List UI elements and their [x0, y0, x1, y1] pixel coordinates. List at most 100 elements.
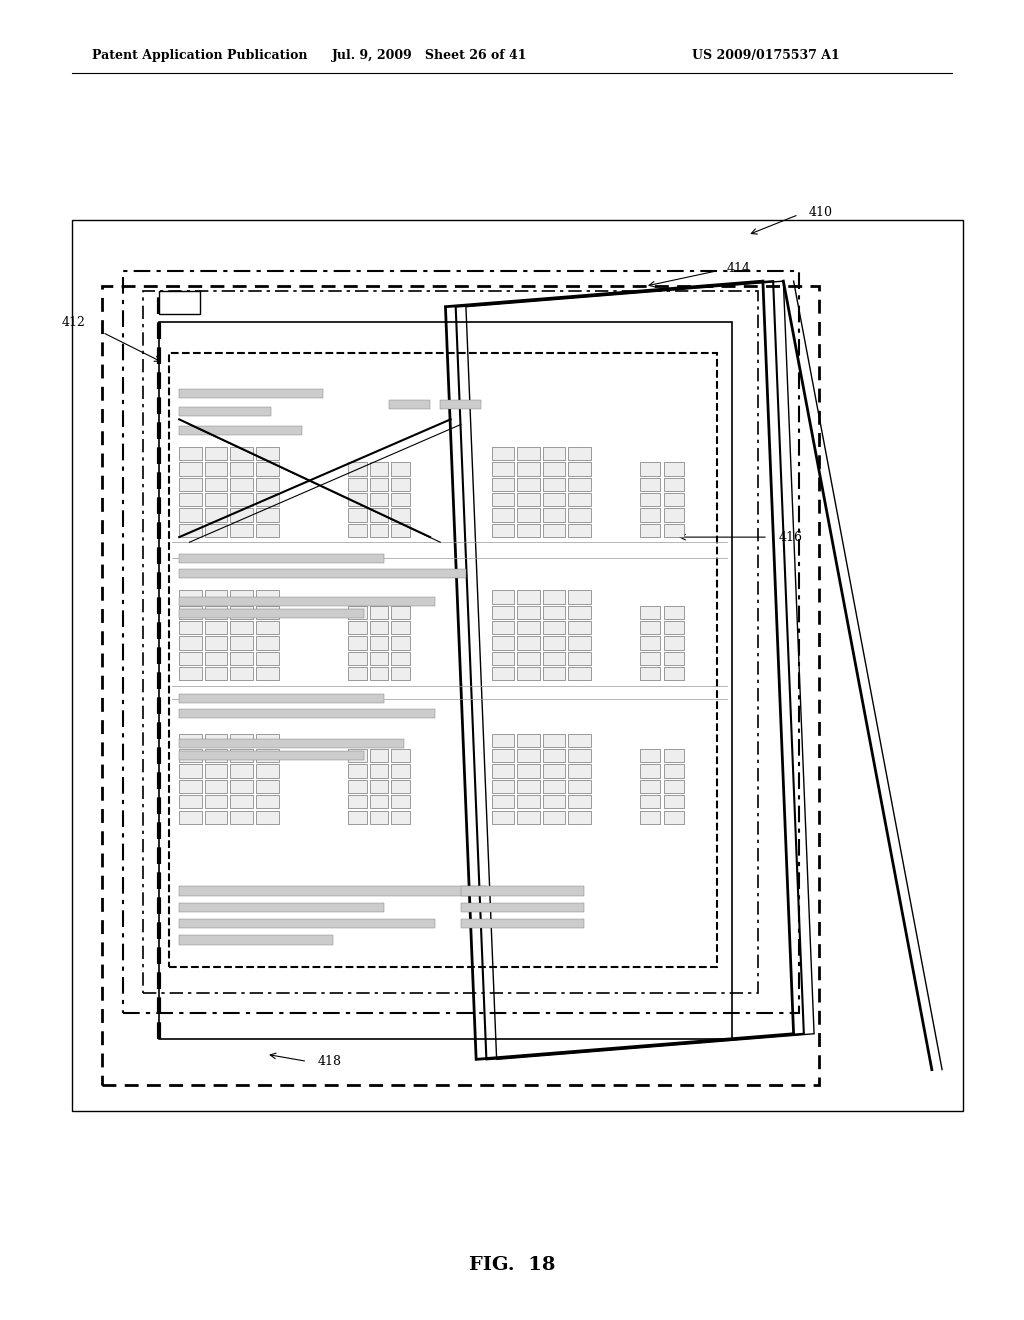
- Bar: [370, 780, 388, 793]
- Bar: [348, 494, 367, 507]
- Bar: [179, 903, 384, 912]
- Bar: [370, 494, 388, 507]
- Bar: [517, 508, 540, 521]
- Bar: [568, 764, 591, 777]
- Bar: [370, 636, 388, 649]
- Bar: [640, 524, 660, 537]
- Bar: [640, 508, 660, 521]
- Bar: [230, 462, 253, 475]
- Bar: [568, 590, 591, 603]
- Bar: [230, 636, 253, 649]
- Bar: [179, 636, 202, 649]
- Bar: [543, 524, 565, 537]
- Bar: [179, 780, 202, 793]
- Bar: [230, 734, 253, 747]
- Text: FIG.  18: FIG. 18: [469, 1255, 555, 1274]
- Bar: [492, 652, 514, 665]
- Bar: [568, 462, 591, 475]
- Bar: [461, 919, 584, 928]
- Bar: [256, 462, 279, 475]
- Bar: [492, 508, 514, 521]
- Bar: [348, 508, 367, 521]
- Bar: [391, 524, 410, 537]
- Text: 410: 410: [809, 206, 833, 219]
- Bar: [230, 748, 253, 763]
- Bar: [179, 751, 364, 760]
- Bar: [205, 622, 227, 635]
- Bar: [461, 886, 584, 895]
- Bar: [664, 636, 684, 649]
- Bar: [461, 903, 584, 912]
- Bar: [640, 748, 660, 763]
- Bar: [348, 478, 367, 491]
- Bar: [664, 606, 684, 619]
- Bar: [517, 795, 540, 808]
- Bar: [543, 748, 565, 763]
- Bar: [517, 748, 540, 763]
- Bar: [664, 780, 684, 793]
- Bar: [517, 734, 540, 747]
- Bar: [205, 795, 227, 808]
- Bar: [179, 709, 435, 718]
- Bar: [179, 425, 302, 434]
- Bar: [256, 524, 279, 537]
- Bar: [179, 478, 202, 491]
- Bar: [517, 606, 540, 619]
- Bar: [543, 478, 565, 491]
- Bar: [640, 636, 660, 649]
- Bar: [391, 764, 410, 777]
- Bar: [664, 764, 684, 777]
- Bar: [179, 407, 271, 416]
- Bar: [640, 667, 660, 681]
- Bar: [348, 810, 367, 824]
- Bar: [391, 462, 410, 475]
- Bar: [517, 810, 540, 824]
- Bar: [543, 795, 565, 808]
- Bar: [205, 652, 227, 665]
- Bar: [640, 494, 660, 507]
- Bar: [664, 652, 684, 665]
- Bar: [179, 795, 202, 808]
- Bar: [179, 919, 435, 928]
- Bar: [543, 764, 565, 777]
- Bar: [568, 494, 591, 507]
- Bar: [391, 478, 410, 491]
- Bar: [179, 524, 202, 537]
- Bar: [205, 810, 227, 824]
- Bar: [543, 462, 565, 475]
- Bar: [391, 622, 410, 635]
- Bar: [640, 810, 660, 824]
- Bar: [205, 734, 227, 747]
- Bar: [664, 508, 684, 521]
- Bar: [72, 219, 963, 1110]
- Bar: [370, 748, 388, 763]
- Bar: [348, 795, 367, 808]
- Bar: [348, 622, 367, 635]
- Bar: [391, 494, 410, 507]
- Bar: [568, 652, 591, 665]
- Bar: [230, 508, 253, 521]
- Bar: [664, 622, 684, 635]
- Bar: [230, 494, 253, 507]
- Bar: [179, 694, 384, 704]
- Bar: [543, 780, 565, 793]
- Bar: [370, 622, 388, 635]
- Bar: [205, 447, 227, 461]
- Bar: [230, 590, 253, 603]
- Bar: [230, 478, 253, 491]
- Bar: [391, 667, 410, 681]
- Bar: [348, 636, 367, 649]
- Bar: [256, 622, 279, 635]
- Bar: [640, 622, 660, 635]
- Bar: [179, 886, 486, 895]
- Bar: [517, 494, 540, 507]
- Bar: [348, 667, 367, 681]
- Bar: [517, 622, 540, 635]
- Bar: [568, 748, 591, 763]
- Bar: [179, 764, 202, 777]
- Bar: [205, 636, 227, 649]
- Bar: [391, 508, 410, 521]
- Bar: [492, 810, 514, 824]
- Bar: [492, 667, 514, 681]
- Bar: [492, 590, 514, 603]
